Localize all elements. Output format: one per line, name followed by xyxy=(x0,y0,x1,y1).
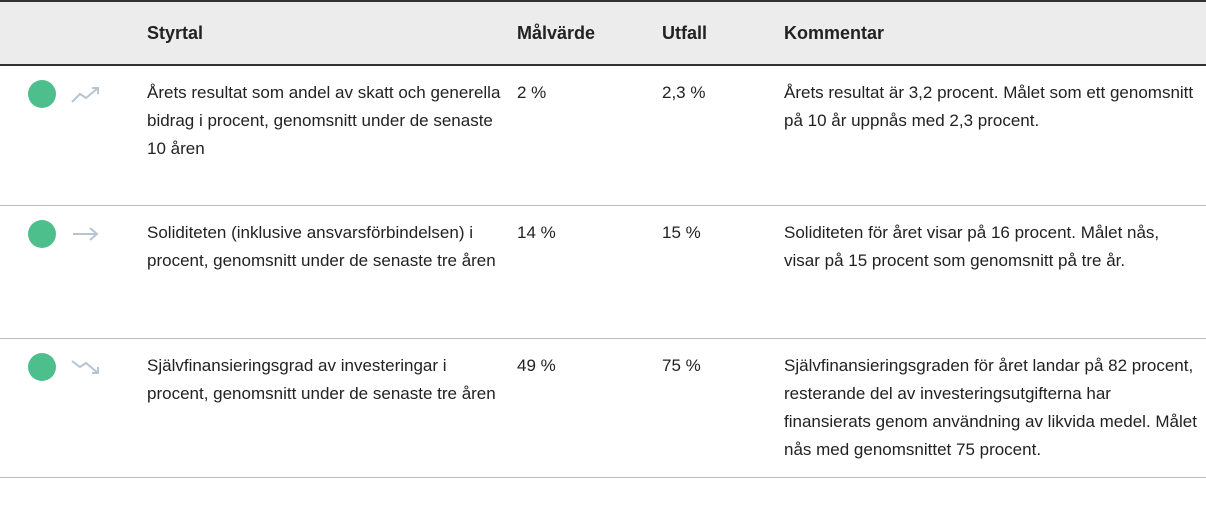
cell: 75 % xyxy=(655,338,777,478)
cell: 2 % xyxy=(510,65,655,206)
header-cell xyxy=(0,0,140,66)
cell: Årets resultat är 3,2 procent. Målet som… xyxy=(777,65,1206,206)
header-cell: Styrtal xyxy=(140,0,510,66)
cell: 49 % xyxy=(510,338,655,478)
row: Årets resultat som andel av skatt och ge… xyxy=(0,65,1206,206)
cell: Soliditeten (inklusive ansvarsförbindels… xyxy=(140,205,510,339)
header-cell: Utfall xyxy=(655,0,777,66)
header-cell: Kommentar xyxy=(777,0,1206,66)
row: Självfinansieringsgrad av investeringar … xyxy=(0,338,1206,478)
status-icon xyxy=(28,352,99,381)
status-cell xyxy=(0,205,140,339)
cell: Självfinansieringsgrad av investeringar … xyxy=(140,338,510,478)
cell: 15 % xyxy=(655,205,777,339)
cell: 2,3 % xyxy=(655,65,777,206)
status-cell xyxy=(0,338,140,478)
status-icon xyxy=(28,80,99,108)
kpi-table: Styrtal Målvärde Utfall Kommentar Årets … xyxy=(0,0,1206,478)
header-cell: Målvärde xyxy=(510,0,655,66)
status-cell xyxy=(0,65,140,206)
cell: Självfinansieringsgraden för året landar… xyxy=(777,338,1206,478)
header-row: Styrtal Målvärde Utfall Kommentar xyxy=(0,0,1206,66)
cell: 14 % xyxy=(510,205,655,339)
status-icon xyxy=(28,219,99,248)
cell: Årets resultat som andel av skatt och ge… xyxy=(140,65,510,206)
row: Soliditeten (inklusive ansvarsförbindels… xyxy=(0,205,1206,339)
cell: Soliditeten för året visar på 16 procent… xyxy=(777,205,1206,339)
